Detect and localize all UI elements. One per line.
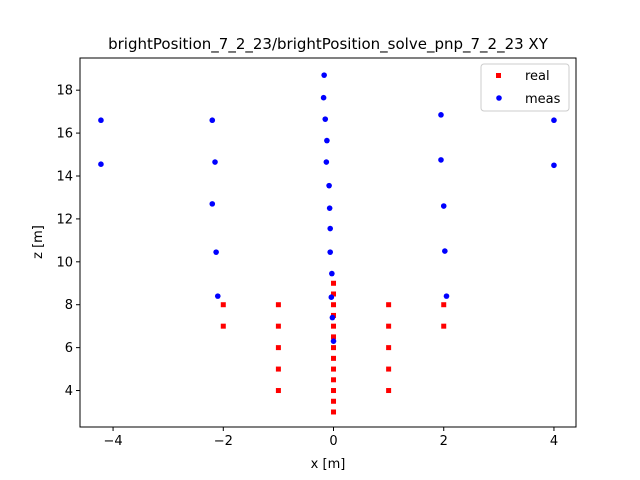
data-point-meas	[330, 338, 337, 344]
plot-area	[79, 57, 577, 428]
data-point-meas	[327, 225, 334, 232]
data-point-meas	[209, 201, 216, 207]
data-point-meas	[329, 270, 335, 277]
data-point-real	[331, 355, 337, 361]
data-point-real	[386, 302, 392, 308]
legend-label-meas: meas	[525, 92, 561, 107]
x-axis: −4 −2 0 2 4	[103, 427, 558, 449]
x-tick-label: −4	[103, 434, 122, 449]
data-point-real	[331, 388, 337, 394]
data-point-meas	[321, 72, 327, 78]
x-tick-label: 2	[440, 434, 448, 449]
data-point-real	[331, 409, 337, 415]
y-tick-label: 6	[65, 341, 73, 356]
x-tick-label: 4	[550, 434, 558, 449]
legend-box	[480, 63, 570, 112]
y-axis-label: z [m]	[31, 225, 46, 259]
data-point-meas	[320, 94, 327, 101]
data-point-meas	[98, 117, 104, 124]
data-point-real	[331, 366, 337, 372]
y-tick-label: 4	[65, 384, 73, 399]
data-point-real	[331, 291, 337, 297]
data-point-real	[275, 366, 281, 372]
data-point-real	[331, 398, 337, 404]
x-tick-label: 0	[329, 434, 337, 449]
legend-marker-real	[496, 73, 501, 78]
data-point-meas	[98, 161, 104, 167]
data-point-real	[331, 334, 337, 340]
data-point-meas	[214, 293, 221, 299]
y-tick-label: 12	[56, 212, 73, 227]
data-point-meas	[328, 294, 335, 301]
data-point-real	[441, 323, 447, 329]
data-point-real	[275, 388, 281, 394]
data-point-meas	[324, 137, 330, 144]
legend-label-real: real	[525, 69, 550, 84]
data-point-meas	[326, 205, 333, 211]
data-point-meas	[438, 112, 444, 118]
data-point-real	[441, 302, 447, 308]
data-point-meas	[326, 182, 332, 189]
data-point-meas	[440, 203, 447, 209]
legend-marker-meas	[496, 95, 502, 101]
data-point-real	[386, 388, 392, 394]
y-tick-label: 10	[56, 255, 73, 270]
data-points	[98, 72, 557, 415]
data-point-real	[275, 302, 281, 308]
data-point-meas	[551, 117, 557, 124]
x-tick-label: −2	[214, 434, 233, 449]
data-point-meas	[438, 157, 444, 163]
data-point-real	[275, 345, 281, 351]
data-point-real	[220, 302, 226, 308]
data-point-meas	[213, 249, 219, 255]
data-point-real	[386, 323, 392, 329]
data-point-meas	[329, 314, 336, 321]
x-axis-label: x [m]	[311, 457, 346, 472]
data-point-real	[220, 323, 226, 329]
data-point-real	[386, 366, 392, 372]
data-point-meas	[327, 249, 334, 255]
data-point-real	[275, 323, 281, 329]
data-point-meas	[443, 293, 450, 299]
data-point-real	[331, 377, 337, 383]
data-point-real	[331, 302, 337, 308]
data-point-meas	[442, 248, 448, 254]
y-tick-label: 18	[56, 84, 73, 99]
data-point-meas	[209, 117, 216, 124]
data-point-meas	[323, 159, 330, 165]
y-tick-label: 14	[56, 169, 73, 184]
data-point-meas	[212, 159, 218, 165]
chart-title: brightPosition_7_2_23/brightPosition_sol…	[108, 35, 549, 54]
data-point-meas	[322, 116, 329, 122]
y-tick-label: 8	[65, 298, 73, 313]
data-point-meas	[551, 162, 557, 169]
data-point-real	[386, 345, 392, 351]
legend: real meas	[480, 63, 570, 112]
y-tick-label: 16	[56, 127, 73, 142]
data-point-real	[331, 280, 337, 286]
data-point-real	[331, 323, 337, 329]
y-axis: 4 6 8 10 12 14 16 18	[56, 84, 80, 399]
data-point-real	[331, 345, 337, 351]
